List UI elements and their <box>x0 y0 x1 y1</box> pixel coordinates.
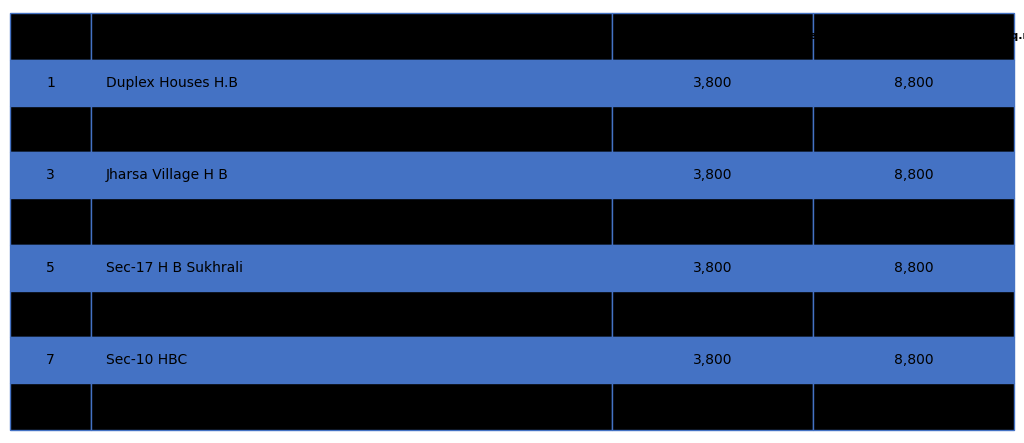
Bar <box>10 13 90 59</box>
Text: 6: 6 <box>46 307 55 321</box>
Text: Jharsa Village H B: Jharsa Village H B <box>105 168 228 182</box>
Bar <box>813 245 1014 291</box>
Text: Rate of constructed property (per sq.m): Rate of constructed property (per sq.m) <box>787 31 1024 42</box>
Bar <box>612 245 813 291</box>
Bar <box>10 152 90 198</box>
Bar <box>90 245 612 291</box>
Bar <box>612 59 813 106</box>
Text: Name of Colony: Name of Colony <box>302 31 400 42</box>
Text: S.No.: S.No. <box>34 31 67 42</box>
Bar <box>612 13 813 59</box>
Text: Sec-17 H B Sukhrali: Sec-17 H B Sukhrali <box>105 261 243 275</box>
Bar <box>90 59 612 106</box>
Bar <box>10 245 90 291</box>
Bar <box>612 384 813 430</box>
Bar <box>10 291 90 337</box>
Text: 2: 2 <box>46 122 54 136</box>
Text: 7: 7 <box>46 354 54 367</box>
Text: Sec-10 HBC: Sec-10 HBC <box>105 354 187 367</box>
Text: Rate of plot (per sq.m): Rate of plot (per sq.m) <box>641 31 784 42</box>
Bar <box>90 291 612 337</box>
Bar <box>813 337 1014 384</box>
Bar <box>90 152 612 198</box>
Bar <box>10 198 90 245</box>
Bar <box>813 59 1014 106</box>
Bar <box>612 337 813 384</box>
Bar <box>612 291 813 337</box>
Bar <box>612 106 813 152</box>
Bar <box>813 291 1014 337</box>
Bar <box>813 152 1014 198</box>
Text: 3,800: 3,800 <box>693 354 732 367</box>
Text: 8,800: 8,800 <box>894 168 933 182</box>
Text: 3: 3 <box>46 168 54 182</box>
Bar <box>90 106 612 152</box>
Text: 8,800: 8,800 <box>894 354 933 367</box>
Text: 8,800: 8,800 <box>894 76 933 89</box>
Text: 3,800: 3,800 <box>693 168 732 182</box>
Text: 3,800: 3,800 <box>693 76 732 89</box>
Bar <box>10 106 90 152</box>
Bar <box>10 384 90 430</box>
Bar <box>813 384 1014 430</box>
Bar <box>90 198 612 245</box>
Bar <box>10 59 90 106</box>
Bar <box>612 198 813 245</box>
Text: 1: 1 <box>46 76 55 89</box>
Text: 3,800: 3,800 <box>693 261 732 275</box>
Bar <box>90 337 612 384</box>
Bar <box>813 198 1014 245</box>
Bar <box>90 13 612 59</box>
Text: Duplex Houses H.B: Duplex Houses H.B <box>105 76 238 89</box>
Text: 4: 4 <box>46 214 54 229</box>
Bar <box>10 337 90 384</box>
Bar <box>612 152 813 198</box>
Text: 5: 5 <box>46 261 54 275</box>
Text: 8,800: 8,800 <box>894 261 933 275</box>
Bar <box>90 384 612 430</box>
Text: 8: 8 <box>46 400 55 414</box>
Bar <box>813 13 1014 59</box>
Bar <box>813 106 1014 152</box>
